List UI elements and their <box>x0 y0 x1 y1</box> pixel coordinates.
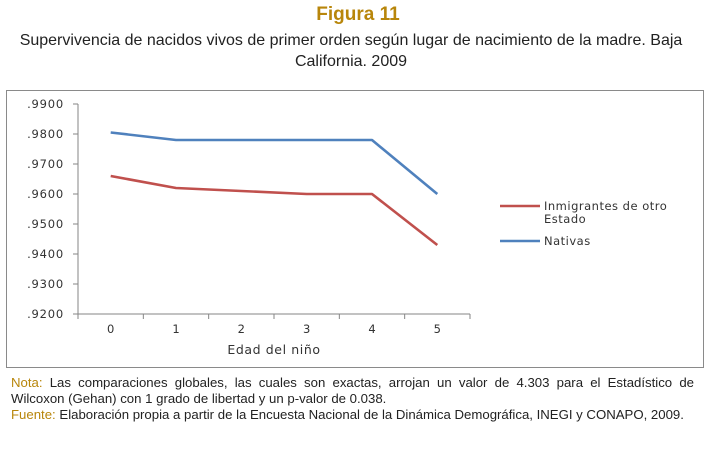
figure-title: Supervivencia de nacidos vivos de primer… <box>19 32 683 70</box>
figure-label: Figura 11 <box>316 4 400 25</box>
notes: Nota: Las comparaciones globales, las cu… <box>11 375 694 423</box>
nota-label: Nota: <box>11 375 43 390</box>
nota-paragraph: Nota: Las comparaciones globales, las cu… <box>11 375 694 407</box>
series-line-inmigrantes <box>110 174 439 247</box>
y-tick-label: .9700 <box>27 157 64 171</box>
legend-label-nativas: Nativas <box>544 234 591 248</box>
y-tick-label: .9600 <box>27 187 64 201</box>
x-tick-label: 4 <box>368 322 375 336</box>
series-lines <box>110 131 439 247</box>
y-tick-labels: .9200 .9300 .9400 .9500 .9600 .9700 .9800 .9900 <box>27 97 64 321</box>
fuente-paragraph: Fuente: Elaboración propia a partir de l… <box>11 407 694 423</box>
y-tick-label: .9800 <box>27 127 64 141</box>
y-tick-label: .9300 <box>27 277 64 291</box>
fuente-label: Fuente: <box>11 407 56 422</box>
series-line-nativas <box>110 131 439 196</box>
x-tick-label: 2 <box>238 322 245 336</box>
y-tick-label: .9200 <box>27 307 64 321</box>
x-tick-labels: 0 1 2 3 4 5 <box>107 322 441 336</box>
nota-text: Las comparaciones globales, las cuales s… <box>11 375 694 406</box>
x-axis-title: Edad del niño <box>227 342 320 357</box>
y-tick-label: .9900 <box>27 97 64 111</box>
x-tick-label: 0 <box>107 322 114 336</box>
fuente-text: Elaboración propia a partir de la Encues… <box>55 407 684 422</box>
y-tick-label: .9500 <box>27 217 64 231</box>
chart-axes <box>73 103 471 319</box>
chart-frame <box>6 90 704 368</box>
y-tick-label: .9400 <box>27 247 64 261</box>
x-tick-label: 3 <box>303 322 310 336</box>
x-tick-label: 1 <box>172 322 179 336</box>
x-tick-label: 5 <box>434 322 441 336</box>
legend-label-inmigrantes-line1: Inmigrantes de otro <box>544 199 667 213</box>
legend-label-inmigrantes-line2: Estado <box>544 212 586 226</box>
